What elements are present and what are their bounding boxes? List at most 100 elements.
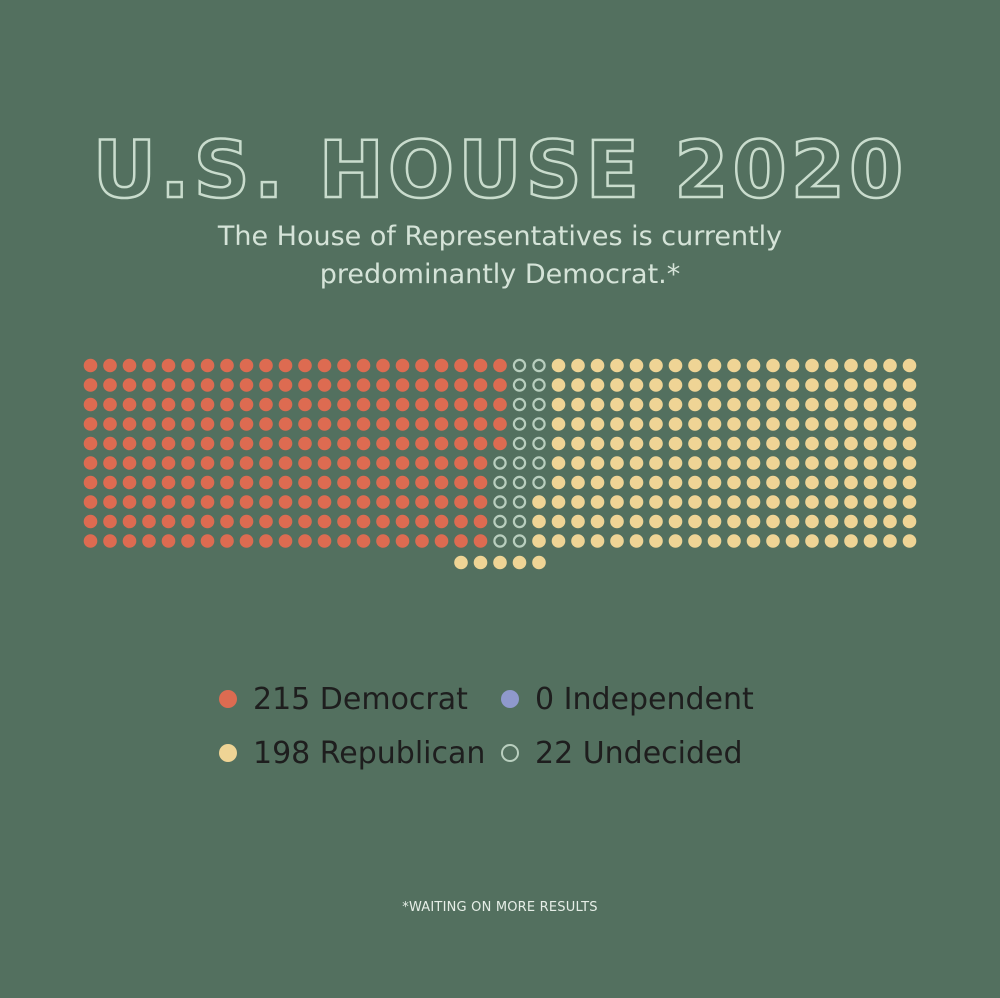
seat-dot-democrat xyxy=(317,378,332,392)
seat-dot-republican xyxy=(707,436,722,451)
seat-dot-republican xyxy=(824,417,839,431)
seat-dot-democrat xyxy=(415,378,429,392)
seat-dot-democrat xyxy=(239,475,254,490)
seat-dot-democrat xyxy=(220,358,234,373)
seat-dot-democrat xyxy=(376,475,390,490)
seat-dot-democrat xyxy=(103,475,117,490)
seat-dot-democrat xyxy=(200,534,215,548)
seat-dot-republican xyxy=(571,397,585,412)
seat-dot-democrat xyxy=(415,475,429,490)
seat-dot-democrat xyxy=(454,534,468,548)
seat-dot-republican xyxy=(707,534,722,548)
seat-dot-democrat xyxy=(200,397,215,412)
legend-item-independent: 0 Independent xyxy=(501,679,754,719)
seat-dot-republican xyxy=(863,456,878,470)
seat-dot-republican xyxy=(746,514,761,529)
seat-dot-republican xyxy=(785,495,800,509)
seat-dot-republican xyxy=(785,456,800,470)
page-title: U.S. HOUSE 2020 xyxy=(91,125,908,218)
seat-dot-democrat xyxy=(395,475,410,490)
seat-dot-democrat xyxy=(161,456,176,470)
seat-dot-republican xyxy=(844,358,858,373)
seat-dot-democrat xyxy=(122,378,137,392)
seat-dot-democrat xyxy=(434,534,449,548)
seat-dot-republican xyxy=(863,417,878,431)
seat-dot-undecided xyxy=(532,475,546,490)
seat-dot-democrat xyxy=(473,397,488,412)
seat-dot-republican xyxy=(668,495,683,509)
seat-dot-republican xyxy=(727,534,741,548)
seat-dot-republican xyxy=(805,534,819,548)
seat-dot-republican xyxy=(785,534,800,548)
seat-dot-republican xyxy=(883,534,897,548)
seat-dot-undecided xyxy=(532,358,546,373)
seat-dot-democrat xyxy=(454,358,468,373)
seat-dot-democrat xyxy=(434,417,449,431)
seat-dot-democrat xyxy=(181,514,195,529)
seat-dot-democrat xyxy=(142,534,156,548)
seat-dot-republican xyxy=(571,436,585,451)
seat-dot-republican xyxy=(571,475,585,490)
seat-dot-republican xyxy=(649,397,663,412)
seat-dot-democrat xyxy=(415,358,429,373)
seat-dot-republican xyxy=(746,534,761,548)
seat-dot-republican xyxy=(805,495,819,509)
seat-dot-republican xyxy=(551,378,566,392)
seat-dot-democrat xyxy=(278,475,293,490)
seat-dot-republican xyxy=(746,436,761,451)
seat-dot-democrat xyxy=(376,436,390,451)
seat-dot-republican xyxy=(551,358,566,373)
seat-dot-democrat xyxy=(434,475,449,490)
legend-swatch-democrat xyxy=(219,690,237,708)
seat-dot-republican xyxy=(707,475,722,490)
seat-dot-democrat xyxy=(395,358,410,373)
seat-dot-democrat xyxy=(122,475,137,490)
seat-dot-democrat xyxy=(415,456,429,470)
seat-dot-republican xyxy=(688,514,702,529)
seat-dot-republican xyxy=(610,534,624,548)
seat-dot-democrat xyxy=(259,436,273,451)
seat-dot-undecided xyxy=(512,495,527,509)
seat-dot-democrat xyxy=(239,378,254,392)
seat-dot-democrat xyxy=(317,417,332,431)
seat-dot-republican xyxy=(805,456,819,470)
seat-dot-democrat xyxy=(376,514,390,529)
seat-dot-democrat xyxy=(278,514,293,529)
seat-dot-republican xyxy=(902,378,917,392)
seat-dot-republican xyxy=(590,534,605,548)
seat-dot-republican xyxy=(668,436,683,451)
seat-dot-democrat xyxy=(220,456,234,470)
seat-dot-democrat xyxy=(356,358,371,373)
legend: 215 Democrat 0 Independent 198 Republica… xyxy=(215,675,815,785)
seat-dot-republican xyxy=(688,417,702,431)
seat-dot-republican xyxy=(844,475,858,490)
seat-dot-democrat xyxy=(337,475,351,490)
seat-dot-republican xyxy=(727,358,741,373)
seat-dot-democrat xyxy=(161,534,176,548)
seat-dot-republican xyxy=(805,358,819,373)
seat-dot-democrat xyxy=(239,534,254,548)
seat-dot-republican xyxy=(629,436,644,451)
seat-dot-democrat xyxy=(298,495,312,509)
seat-dot-republican xyxy=(883,397,897,412)
seat-dot-republican xyxy=(805,397,819,412)
seat-dot-republican xyxy=(824,534,839,548)
seat-dot-democrat xyxy=(200,475,215,490)
seat-dot-republican xyxy=(727,436,741,451)
seat-dot-democrat xyxy=(220,417,234,431)
seat-dot-democrat xyxy=(142,436,156,451)
seat-dot-republican xyxy=(766,514,780,529)
seat-dot-republican xyxy=(746,378,761,392)
seat-dot-democrat xyxy=(103,495,117,509)
seat-dot-democrat xyxy=(317,397,332,412)
seat-dot-republican xyxy=(902,417,917,431)
seat-dot-republican xyxy=(629,456,644,470)
seat-dot-republican xyxy=(902,436,917,451)
seat-dot-republican xyxy=(785,475,800,490)
seat-dot-democrat xyxy=(434,378,449,392)
seat-dot-republican xyxy=(785,358,800,373)
seat-dot-republican xyxy=(688,495,702,509)
seat-dot-republican xyxy=(824,436,839,451)
seat-dot-democrat xyxy=(181,358,195,373)
